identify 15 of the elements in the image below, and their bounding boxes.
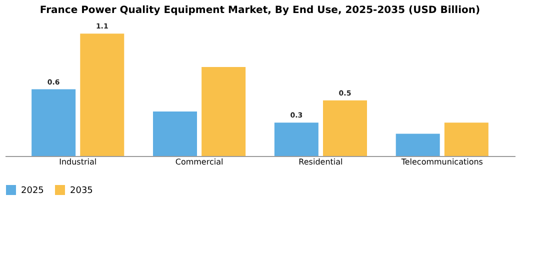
- chart-title: France Power Quality Equipment Market, By End Use, 2025-2035 (USD Billion): [40, 5, 480, 16]
- legend-label: 2025: [21, 186, 44, 196]
- x-tick-label: Commercial: [175, 158, 224, 166]
- bar: [444, 122, 488, 156]
- bar: [323, 100, 367, 156]
- bar: [274, 122, 318, 156]
- x-tick-label: Telecommunications: [400, 158, 483, 166]
- bar: [396, 134, 440, 156]
- bar: [153, 112, 197, 156]
- bar: [202, 67, 246, 156]
- x-tick-label: Industrial: [59, 158, 97, 166]
- bar: [32, 89, 76, 156]
- x-tick-label: Residential: [298, 158, 343, 166]
- legend-label: 2035: [70, 186, 93, 196]
- bar: [80, 34, 124, 156]
